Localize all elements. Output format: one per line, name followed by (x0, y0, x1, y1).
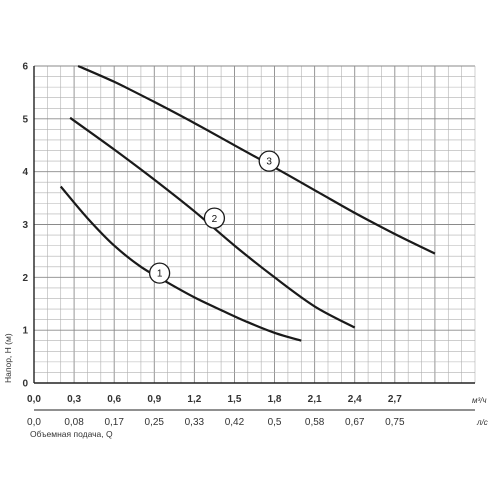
x-unit-secondary: л/с (476, 418, 488, 427)
x-tick-label-secondary: 0,5 (268, 417, 282, 428)
y-tick-label: 5 (22, 114, 28, 125)
x-tick-label: 1,8 (268, 394, 282, 405)
marker-label: 1 (157, 269, 163, 280)
y-axis-title: Напор, H (м) (3, 333, 13, 383)
x-tick-label-secondary: 0,58 (305, 417, 325, 428)
y-tick-label: 6 (22, 62, 28, 73)
marker-label: 3 (266, 157, 272, 168)
x-tick-label-secondary: 0,42 (225, 417, 245, 428)
grid (34, 65, 476, 383)
y-tick-label: 3 (22, 220, 28, 231)
marker-circle (148, 262, 171, 284)
marker-label: 2 (212, 214, 218, 225)
x-tick-label-secondary: 0,0 (27, 417, 41, 428)
axes (33, 66, 475, 411)
x-tick-label-secondary: 0,17 (104, 417, 124, 428)
x-tick-label: 2,7 (388, 394, 402, 405)
x-tick-label-secondary: 0,75 (385, 417, 405, 428)
x-tick-label: 1,2 (187, 394, 201, 405)
x-axis-title-secondary: Объемная подача, Q (30, 429, 113, 439)
curve-marker-2: 2 (203, 207, 226, 229)
x-tick-label-secondary: 0,33 (185, 417, 205, 428)
y-tick-label: 1 (22, 326, 28, 337)
tick-labels: 0 1 2 3 4 5 6 0,0 0,3 0,6 0,9 1,2 1,5 1,8 2,1 2,4 2,7 0,0… (22, 62, 405, 429)
y-tick-label: 4 (22, 167, 28, 178)
marker-circle (203, 207, 226, 229)
series-line-1 (59, 185, 302, 342)
curve-marker-3: 3 (258, 150, 280, 172)
x-tick-label-secondary: 0,67 (345, 417, 365, 428)
x-tick-label: 2,1 (308, 394, 322, 405)
x-tick-label: 1,5 (228, 394, 242, 405)
x-unit-primary: м³/ч (472, 396, 487, 405)
x-tick-label: 0,0 (27, 394, 41, 405)
curve-markers: 1 2 3 (148, 150, 280, 284)
curve-marker-1: 1 (148, 262, 171, 284)
x-tick-label: 0,9 (147, 394, 161, 405)
x-tick-label: 0,3 (67, 394, 81, 405)
y-tick-label: 2 (22, 273, 28, 284)
x-tick-label-secondary: 0,08 (64, 417, 84, 428)
x-tick-label: 0,6 (107, 394, 121, 405)
y-tick-label: 0 (22, 379, 28, 390)
series-line-3 (77, 64, 436, 255)
x-tick-label-secondary: 0,25 (145, 417, 165, 428)
marker-circle (258, 150, 280, 172)
x-tick-label: 2,4 (348, 394, 362, 405)
